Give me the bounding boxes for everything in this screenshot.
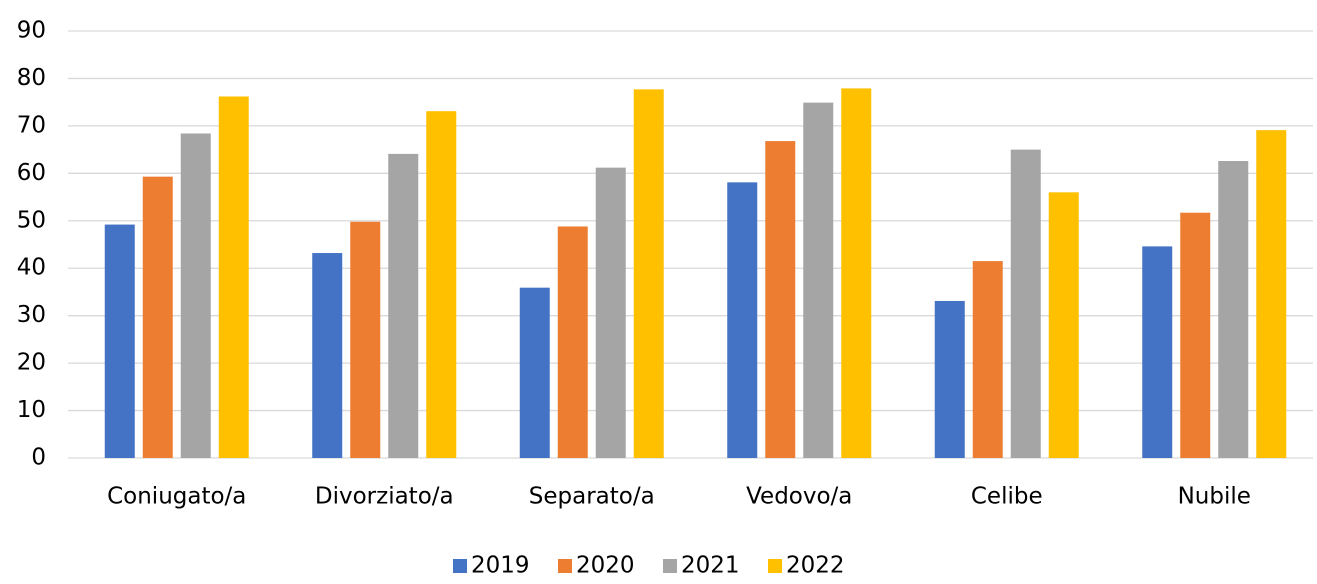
legend-label: 2020 — [576, 553, 635, 579]
bar — [595, 167, 626, 458]
bar — [727, 182, 758, 458]
y-tick-label: 90 — [17, 18, 46, 44]
bar — [1256, 130, 1287, 459]
x-tick-label: Vedovo/a — [746, 484, 852, 510]
legend-swatch — [558, 559, 572, 573]
y-tick-label: 0 — [31, 445, 46, 471]
bar — [557, 226, 588, 458]
y-tick-label: 60 — [17, 160, 46, 186]
y-tick-label: 50 — [17, 207, 46, 233]
x-tick-label: Separato/a — [529, 484, 655, 510]
x-tick-label: Divorziato/a — [315, 484, 454, 510]
bar — [972, 261, 1003, 458]
bar — [519, 287, 550, 458]
legend-swatch — [663, 559, 677, 573]
bar — [1180, 212, 1211, 458]
bar — [426, 111, 457, 458]
x-tick-label: Coniugato/a — [107, 484, 246, 510]
bar — [142, 176, 173, 458]
bar — [312, 253, 343, 458]
bar — [180, 133, 211, 459]
bar — [765, 141, 796, 458]
bar — [934, 300, 965, 458]
legend-swatch — [768, 559, 782, 573]
bar — [1218, 160, 1249, 458]
bar — [1048, 192, 1079, 459]
legend-label: 2021 — [681, 553, 740, 579]
bar — [104, 224, 135, 458]
legend-label: 2019 — [471, 553, 530, 579]
legend-swatch — [453, 559, 467, 573]
bar — [633, 89, 664, 459]
x-tick-label: Nubile — [1178, 484, 1251, 510]
y-tick-label: 80 — [17, 65, 46, 91]
bar — [803, 102, 834, 458]
y-tick-label: 30 — [17, 302, 46, 328]
y-tick-label: 70 — [17, 112, 46, 138]
y-tick-label: 20 — [17, 350, 46, 376]
y-tick-label: 10 — [17, 397, 46, 423]
bar — [350, 221, 381, 458]
bar — [388, 153, 419, 458]
bar — [218, 96, 249, 459]
bar — [1010, 149, 1041, 458]
bar — [841, 88, 872, 458]
x-tick-label: Celibe — [971, 484, 1043, 510]
bar — [1142, 246, 1173, 458]
legend-label: 2022 — [786, 553, 845, 579]
y-tick-label: 40 — [17, 255, 46, 281]
